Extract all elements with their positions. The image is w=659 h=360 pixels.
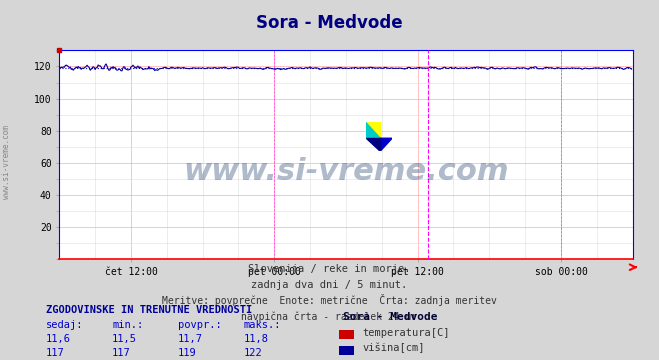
Text: Slovenija / reke in morje.: Slovenija / reke in morje.: [248, 264, 411, 274]
Text: min.:: min.:: [112, 320, 143, 330]
Text: 11,8: 11,8: [244, 334, 269, 344]
Text: navpična črta - razdelek 24 ur: navpična črta - razdelek 24 ur: [241, 312, 418, 323]
Polygon shape: [366, 122, 380, 138]
Polygon shape: [366, 122, 380, 138]
Text: Sora - Medvode: Sora - Medvode: [343, 312, 437, 323]
Text: 122: 122: [244, 348, 262, 359]
Text: www.si-vreme.com: www.si-vreme.com: [2, 125, 11, 199]
Text: 117: 117: [46, 348, 65, 359]
Text: povpr.:: povpr.:: [178, 320, 221, 330]
Text: Meritve: povprečne  Enote: metrične  Črta: zadnja meritev: Meritve: povprečne Enote: metrične Črta:…: [162, 294, 497, 306]
Text: zadnja dva dni / 5 minut.: zadnja dva dni / 5 minut.: [251, 280, 408, 290]
Text: ZGODOVINSKE IN TRENUTNE VREDNOSTI: ZGODOVINSKE IN TRENUTNE VREDNOSTI: [46, 305, 252, 315]
Polygon shape: [380, 138, 392, 151]
Text: 117: 117: [112, 348, 130, 359]
Text: sedaj:: sedaj:: [46, 320, 84, 330]
Text: temperatura[C]: temperatura[C]: [362, 328, 450, 338]
Text: 11,6: 11,6: [46, 334, 71, 344]
Text: www.si-vreme.com: www.si-vreme.com: [183, 157, 509, 186]
Text: Sora - Medvode: Sora - Medvode: [256, 14, 403, 32]
Polygon shape: [366, 138, 380, 151]
Text: maks.:: maks.:: [244, 320, 281, 330]
Text: 119: 119: [178, 348, 196, 359]
Text: 11,7: 11,7: [178, 334, 203, 344]
Text: višina[cm]: višina[cm]: [362, 343, 425, 353]
Text: 11,5: 11,5: [112, 334, 137, 344]
